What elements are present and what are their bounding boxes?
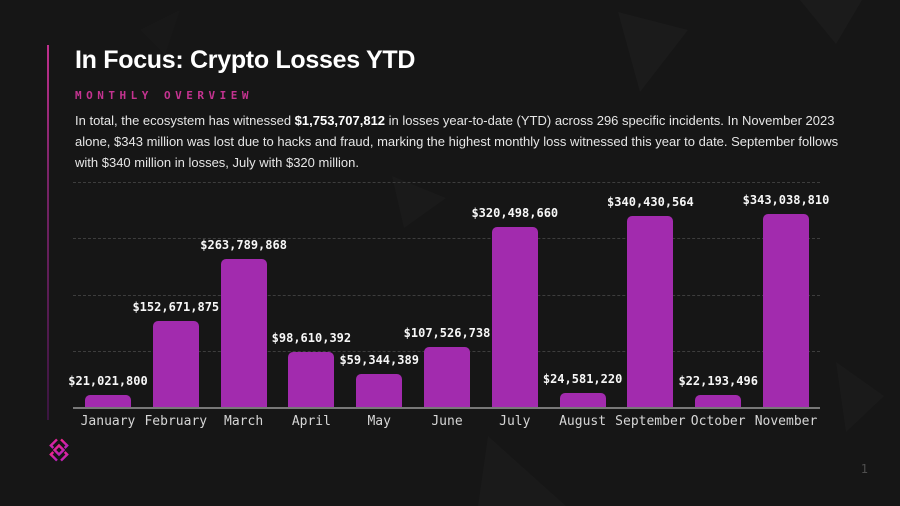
spider-logo-icon — [49, 438, 69, 462]
page-title: In Focus: Crypto Losses YTD — [75, 46, 416, 74]
paragraph-text-end: in losses year-to-date (YTD) across 296 … — [75, 113, 839, 170]
gridline — [73, 238, 820, 240]
bar-january — [85, 395, 131, 407]
bar-november — [763, 214, 809, 407]
bar-value-label: $263,789,868 — [200, 237, 287, 252]
x-axis-label: September — [615, 414, 686, 429]
bar-chart: $21,021,800 $152,671,875 $263,789,868 $98,6… — [68, 182, 829, 409]
x-axis-label: June — [431, 414, 463, 429]
bar-march — [220, 258, 267, 407]
bar-may — [356, 373, 403, 407]
bar-april — [288, 351, 335, 407]
gridline — [73, 182, 820, 183]
bar-value-label: $59,344,389 — [339, 352, 419, 367]
section-subtitle: MONTHLY OVERVIEW — [75, 89, 253, 102]
page-number: 1 — [860, 462, 868, 476]
x-axis-label: August — [559, 414, 607, 429]
x-axis-label: May — [367, 414, 391, 429]
gridline — [73, 294, 820, 296]
x-axis-label: April — [291, 414, 331, 429]
bar-february — [152, 321, 199, 407]
bar-value-label: $98,610,392 — [271, 330, 352, 345]
x-axis: January February March April May June July Augu… — [73, 414, 820, 430]
paragraph-text-start: In total, the ecosystem has witnessed — [75, 113, 295, 128]
x-axis-label: November — [754, 414, 818, 429]
bar-june — [424, 346, 470, 407]
intro-paragraph: In total, the ecosystem has witnessed $1… — [75, 110, 859, 173]
x-axis-label: March — [224, 414, 264, 429]
bar-value-label: $21,021,800 — [68, 374, 148, 389]
x-axis-label: February — [144, 414, 208, 429]
bar-value-label: $24,581,220 — [542, 372, 623, 387]
total-losses-value: $1,753,707,812 — [294, 113, 386, 128]
x-axis-label: October — [690, 414, 746, 429]
x-axis-label: July — [499, 414, 531, 429]
bar-october — [695, 394, 742, 407]
bar-value-label: $107,526,738 — [403, 325, 491, 340]
bar-august — [559, 393, 606, 407]
bar-value-label: $343,038,810 — [742, 193, 830, 208]
bar-september — [627, 215, 674, 407]
title-accent-line — [47, 45, 49, 420]
bar-value-label: $340,430,564 — [607, 194, 694, 209]
bar-value-label: $22,193,496 — [678, 373, 758, 388]
bar-value-label: $320,498,660 — [471, 205, 559, 220]
x-axis-label: January — [80, 414, 136, 429]
bar-value-label: $152,671,875 — [132, 300, 220, 315]
x-axis-line — [73, 407, 820, 409]
bar-july — [491, 226, 538, 407]
